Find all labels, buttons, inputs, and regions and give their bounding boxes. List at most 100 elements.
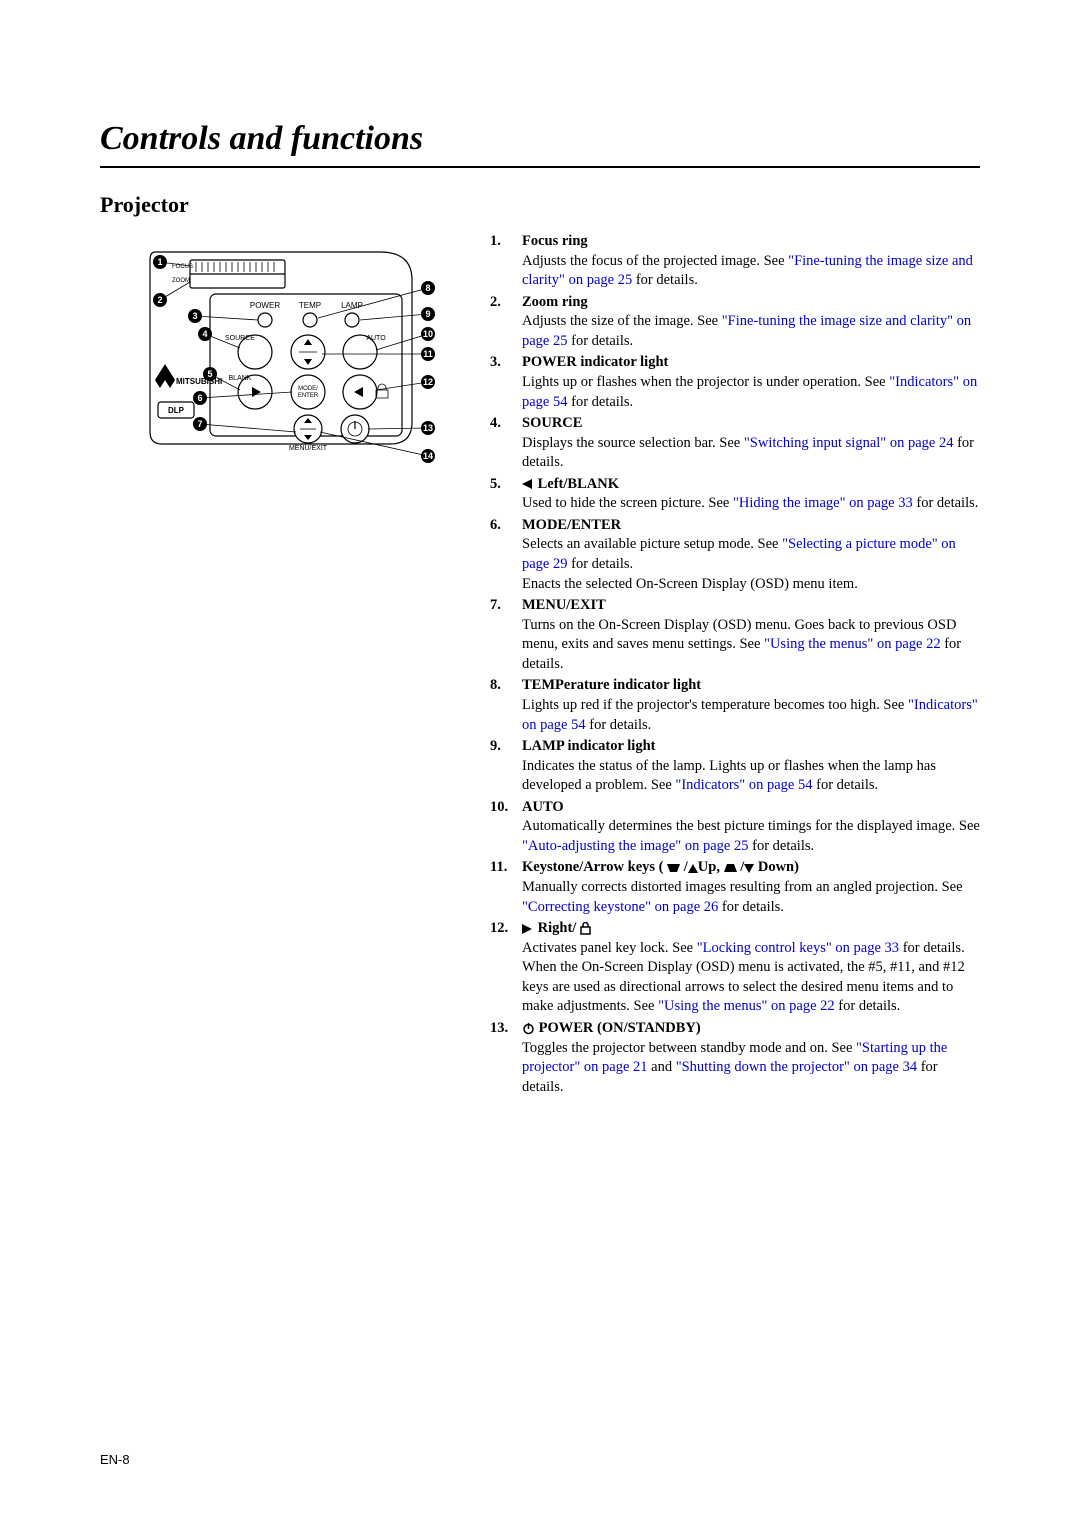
list-item: 6.MODE/ENTERSelects an available picture…	[490, 516, 980, 594]
svg-text:11: 11	[423, 349, 433, 359]
item-description: Indicates the status of the lamp. Lights…	[522, 757, 980, 796]
item-description: Activates panel key lock. See "Locking c…	[522, 939, 980, 1017]
callout-12: 12	[376, 375, 435, 390]
item-number: 9.	[490, 737, 522, 796]
item-title-line: Focus ring	[522, 232, 980, 252]
item-description: Toggles the projector between standby mo…	[522, 1039, 980, 1098]
item-description: Selects an available picture setup mode.…	[522, 535, 980, 594]
list-item: 9.LAMP indicator lightIndicates the stat…	[490, 737, 980, 796]
item-title-line: LAMP indicator light	[522, 737, 980, 757]
cross-reference[interactable]: "Hiding the image" on page 33	[733, 495, 913, 511]
item-number: 10.	[490, 798, 522, 857]
cross-reference[interactable]: "Using the menus" on page 22	[658, 998, 835, 1014]
svg-text:12: 12	[423, 377, 433, 387]
list-item: 10.AUTOAutomatically determines the best…	[490, 798, 980, 857]
item-body: Left/BLANKUsed to hide the screen pictur…	[522, 475, 980, 514]
list-item: 11.Keystone/Arrow keys ( /Up, / Down)Man…	[490, 858, 980, 917]
list-item: 13. POWER (ON/STANDBY)Toggles the projec…	[490, 1019, 980, 1097]
item-description: Used to hide the screen picture. See "Hi…	[522, 494, 980, 514]
svg-text:13: 13	[423, 423, 433, 433]
item-body: POWER indicator lightLights up or flashe…	[522, 353, 980, 412]
list-item: 5. Left/BLANKUsed to hide the screen pic…	[490, 475, 980, 514]
item-title-line: Left/BLANK	[522, 475, 980, 495]
item-title-line: Right/	[522, 919, 980, 939]
diagram-label-source: SOURCE	[225, 335, 255, 342]
item-number: 7.	[490, 596, 522, 674]
cross-reference[interactable]: "Indicators" on page 54	[675, 777, 812, 793]
callout-3: 3	[188, 309, 258, 323]
diagram-label-auto: AUTO	[366, 335, 386, 342]
left-arrow-icon	[522, 476, 534, 492]
svg-text:3: 3	[192, 311, 197, 321]
item-body: MODE/ENTERSelects an available picture s…	[522, 516, 980, 594]
cross-reference[interactable]: "Switching input signal" on page 24	[744, 435, 954, 451]
svg-text:9: 9	[425, 309, 430, 319]
item-body: LAMP indicator lightIndicates the status…	[522, 737, 980, 796]
diagram-label-enter: ENTER	[298, 393, 319, 399]
item-body: Focus ringAdjusts the focus of the proje…	[522, 232, 980, 291]
item-description: Lights up or flashes when the projector …	[522, 373, 980, 412]
cross-reference[interactable]: "Locking control keys" on page 33	[697, 940, 899, 956]
diagram-label-dlp: DLP	[168, 406, 185, 415]
list-item: 3.POWER indicator lightLights up or flas…	[490, 353, 980, 412]
svg-text:4: 4	[202, 329, 207, 339]
item-number: 3.	[490, 353, 522, 412]
item-description: Turns on the On-Screen Display (OSD) men…	[522, 616, 980, 675]
lock-icon	[580, 920, 591, 936]
list-item: 12. Right/ Activates panel key lock. See…	[490, 919, 980, 1017]
item-number: 1.	[490, 232, 522, 291]
item-body: Zoom ringAdjusts the size of the image. …	[522, 293, 980, 352]
cross-reference[interactable]: "Auto-adjusting the image" on page 25	[522, 838, 748, 854]
svg-text:14: 14	[423, 451, 433, 461]
item-title-line: MENU/EXIT	[522, 596, 980, 616]
item-description: Adjusts the size of the image. See "Fine…	[522, 312, 980, 351]
callout-7: 7	[193, 417, 296, 432]
cross-reference[interactable]: "Correcting keystone" on page 26	[522, 899, 718, 915]
svg-text:8: 8	[425, 283, 430, 293]
item-title-line: Keystone/Arrow keys ( /Up, / Down)	[522, 858, 980, 878]
callout-14: 14	[320, 432, 435, 463]
item-title-line: POWER indicator light	[522, 353, 980, 373]
item-body: AUTOAutomatically determines the best pi…	[522, 798, 980, 857]
item-description: Lights up red if the projector's tempera…	[522, 696, 980, 735]
diagram-label-zoom: ZOOM	[172, 278, 190, 284]
callout-2: 2	[153, 282, 190, 307]
item-number: 4.	[490, 414, 522, 473]
item-body: SOURCEDisplays the source selection bar.…	[522, 414, 980, 473]
diagram-label-power: POWER	[250, 301, 280, 310]
item-number: 2.	[490, 293, 522, 352]
cross-reference[interactable]: "Shutting down the projector" on page 34	[676, 1059, 917, 1075]
page-title: Controls and functions	[100, 120, 980, 168]
callout-8: 8	[318, 281, 435, 318]
diagram-label-temp: TEMP	[299, 301, 321, 310]
svg-text:2: 2	[157, 295, 162, 305]
item-description: Automatically determines the best pictur…	[522, 817, 980, 856]
svg-text:6: 6	[197, 393, 202, 403]
list-item: 7.MENU/EXITTurns on the On-Screen Displa…	[490, 596, 980, 674]
callout-9: 9	[360, 307, 435, 321]
svg-text:1: 1	[157, 257, 162, 267]
item-description: Adjusts the focus of the projected image…	[522, 252, 980, 291]
item-description: Displays the source selection bar. See "…	[522, 434, 980, 473]
item-title-line: Zoom ring	[522, 293, 980, 313]
svg-text:10: 10	[423, 329, 433, 339]
svg-text:7: 7	[197, 419, 202, 429]
item-number: 8.	[490, 676, 522, 735]
projector-diagram: FOCUS ZOOM POWER TEMP LAMP SOURCE AUTO	[100, 232, 460, 497]
power-icon	[522, 1020, 535, 1036]
item-body: Right/ Activates panel key lock. See "Lo…	[522, 919, 980, 1017]
item-body: Keystone/Arrow keys ( /Up, / Down)Manual…	[522, 858, 980, 917]
item-number: 11.	[490, 858, 522, 917]
item-title-line: TEMPerature indicator light	[522, 676, 980, 696]
svg-text:5: 5	[207, 369, 212, 379]
diagram-label-blank: BLANK	[229, 375, 252, 382]
item-number: 12.	[490, 919, 522, 1017]
item-title-line: AUTO	[522, 798, 980, 818]
page-footer: EN-8	[100, 1452, 130, 1467]
list-item: 1.Focus ringAdjusts the focus of the pro…	[490, 232, 980, 291]
item-title-line: POWER (ON/STANDBY)	[522, 1019, 980, 1039]
list-item: 8.TEMPerature indicator lightLights up r…	[490, 676, 980, 735]
cross-reference[interactable]: "Using the menus" on page 22	[764, 636, 941, 652]
diagram-label-mode: MODE/	[298, 386, 318, 392]
list-item: 4.SOURCEDisplays the source selection ba…	[490, 414, 980, 473]
